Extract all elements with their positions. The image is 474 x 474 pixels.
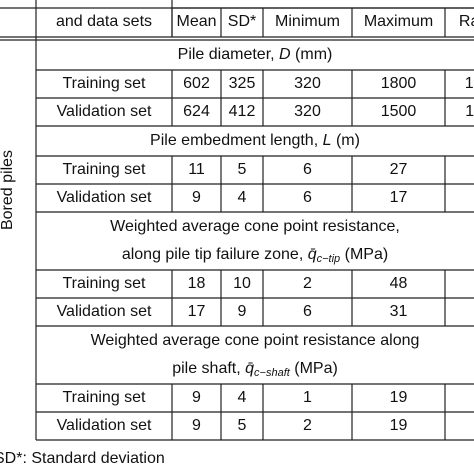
cell: 17	[188, 303, 206, 320]
cell: 9	[192, 389, 201, 406]
title-part: L	[323, 132, 332, 149]
cell: 1500	[381, 103, 417, 120]
cell: 4	[238, 189, 247, 206]
cell: 10	[233, 275, 251, 292]
title-part: c−tip	[317, 253, 341, 265]
cell: 2	[303, 275, 312, 292]
column-header: Range	[459, 13, 474, 30]
cell: 412	[229, 103, 256, 120]
title-part: pile shaft,	[172, 360, 245, 377]
title-part: c−shaft	[254, 367, 291, 379]
cell: 31	[390, 303, 408, 320]
cell: 48	[390, 275, 408, 292]
cell: 5	[238, 417, 247, 434]
cell: 5	[238, 161, 247, 178]
header-label: and data sets	[56, 13, 152, 30]
cell: 9	[192, 189, 201, 206]
title-part: Pile embedment length,	[150, 132, 323, 149]
group-label: Bored piles	[0, 150, 16, 230]
section-title: along pile tip failure zone, q̄c−tip (MP…	[122, 246, 388, 265]
title-part: q̄	[308, 246, 317, 263]
row-label: Validation set	[57, 303, 152, 320]
row-label: Training set	[63, 275, 147, 292]
cell: 1	[303, 389, 312, 406]
column-header: Minimum	[275, 13, 340, 30]
title-part: (mm)	[291, 46, 333, 63]
cell: 325	[229, 75, 256, 92]
cell: 4	[238, 389, 247, 406]
title-part: along pile tip failure zone,	[122, 246, 308, 263]
column-header: Maximum	[364, 13, 433, 30]
title-part: Pile diameter,	[178, 46, 279, 63]
cell: 27	[390, 161, 408, 178]
row-label: Training set	[63, 75, 147, 92]
cell: 624	[183, 103, 210, 120]
cell: 19	[390, 389, 408, 406]
row-label: Training set	[63, 389, 147, 406]
cell: 6	[303, 161, 312, 178]
title-part: (MPa)	[290, 360, 338, 377]
row-label: Validation set	[57, 189, 152, 206]
row-label: Training set	[63, 161, 147, 178]
title-part: (m)	[332, 132, 360, 149]
title-part: (MPa)	[340, 246, 388, 263]
column-header: SD*	[228, 13, 256, 30]
cell: 1800	[381, 75, 417, 92]
section-title: Weighted average cone point resistance,	[110, 218, 400, 235]
cell: 17	[390, 189, 408, 206]
cell: 6	[303, 189, 312, 206]
row-label: Validation set	[57, 417, 152, 434]
footnote: SD*: Standard deviation	[0, 450, 165, 467]
section-title: pile shaft, q̄c−shaft (MPa)	[172, 360, 338, 379]
cell: 9	[192, 417, 201, 434]
section-title: Weighted average cone point resistance a…	[91, 332, 420, 349]
title-part: q̄	[245, 360, 254, 377]
cell: 18	[188, 275, 206, 292]
row-label: Validation set	[57, 103, 152, 120]
cell: 602	[183, 75, 210, 92]
title-part: Weighted average cone point resistance,	[110, 218, 400, 235]
section-title: Pile diameter, D (mm)	[178, 46, 333, 63]
cell: 19	[390, 417, 408, 434]
cell: 2	[303, 417, 312, 434]
title-part: D	[279, 46, 291, 63]
cell: 1180	[465, 103, 474, 120]
cell: 320	[294, 103, 321, 120]
cell: 320	[294, 75, 321, 92]
title-part: Weighted average cone point resistance a…	[91, 332, 420, 349]
cell: 11	[188, 161, 205, 178]
cell: 1480	[465, 75, 474, 92]
section-title: Pile embedment length, L (m)	[150, 132, 360, 149]
column-header: Mean	[176, 13, 216, 30]
cell: 6	[303, 303, 312, 320]
cell: 9	[238, 303, 247, 320]
